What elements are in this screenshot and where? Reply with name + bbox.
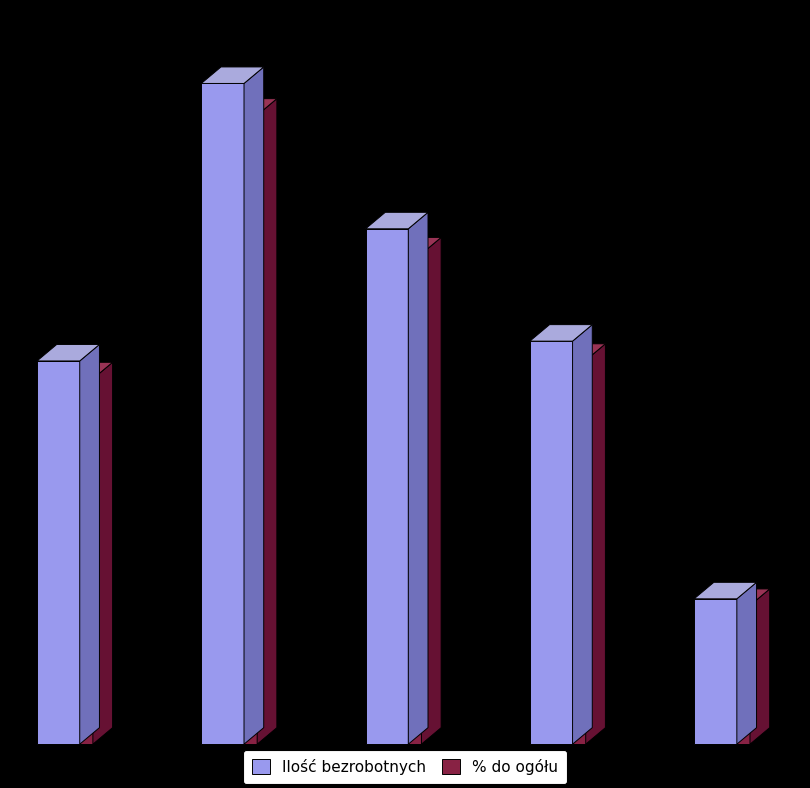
Polygon shape bbox=[694, 599, 737, 744]
Polygon shape bbox=[93, 362, 113, 744]
Polygon shape bbox=[737, 582, 757, 744]
Polygon shape bbox=[530, 325, 592, 341]
Polygon shape bbox=[244, 67, 264, 744]
Polygon shape bbox=[408, 212, 428, 744]
Polygon shape bbox=[694, 605, 750, 744]
Polygon shape bbox=[530, 341, 573, 744]
Polygon shape bbox=[202, 84, 244, 744]
Polygon shape bbox=[37, 344, 100, 361]
Polygon shape bbox=[530, 344, 605, 360]
Polygon shape bbox=[586, 344, 605, 744]
Polygon shape bbox=[202, 67, 264, 84]
Polygon shape bbox=[202, 98, 277, 115]
Polygon shape bbox=[365, 212, 428, 229]
Polygon shape bbox=[365, 229, 408, 744]
Polygon shape bbox=[421, 237, 441, 744]
Polygon shape bbox=[365, 237, 441, 254]
Polygon shape bbox=[257, 98, 277, 744]
Polygon shape bbox=[79, 344, 100, 744]
Polygon shape bbox=[37, 361, 79, 744]
Legend: Ilość bezrobotnych, % do ogółu: Ilość bezrobotnych, % do ogółu bbox=[243, 749, 567, 784]
Polygon shape bbox=[694, 589, 770, 605]
Polygon shape bbox=[37, 362, 113, 379]
Polygon shape bbox=[202, 115, 257, 744]
Polygon shape bbox=[573, 325, 592, 744]
Polygon shape bbox=[530, 360, 586, 744]
Polygon shape bbox=[37, 379, 93, 744]
Polygon shape bbox=[750, 589, 770, 744]
Polygon shape bbox=[365, 254, 421, 744]
Polygon shape bbox=[694, 582, 757, 599]
